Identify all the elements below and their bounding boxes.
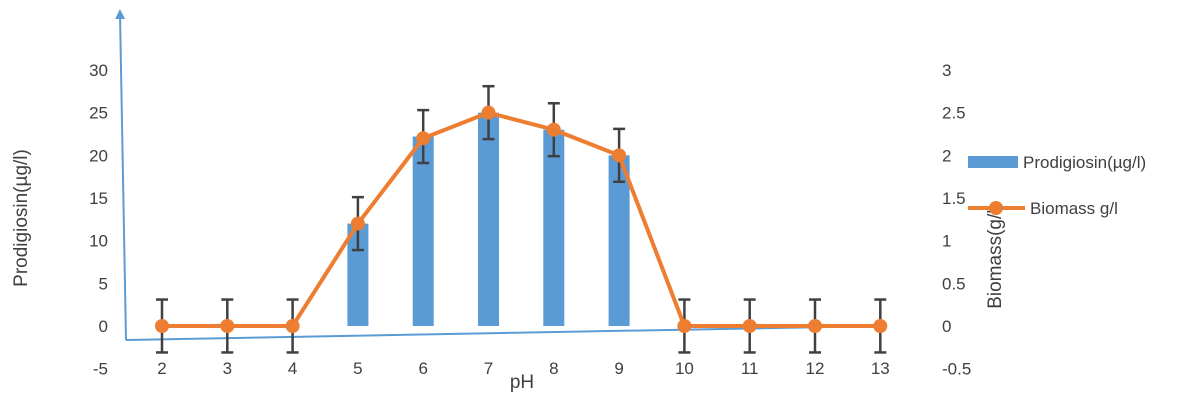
- biomass-point-ph-9: [612, 148, 627, 163]
- y-axis-title: Prodigiosin(µg/l): [11, 149, 32, 287]
- biomass-point-ph-8: [546, 122, 561, 137]
- y-tick-label: 0: [99, 317, 108, 336]
- x-tick-label: 8: [549, 359, 558, 378]
- y-tick-label: 20: [89, 146, 108, 165]
- biomass-line: [162, 110, 881, 328]
- biomass-point-ph-11: [742, 319, 757, 333]
- biomass-point-ph-10: [677, 319, 692, 333]
- y-tick-label: -5: [93, 360, 108, 379]
- biomass-series: [155, 105, 888, 333]
- legend-label-biomass: Biomass g/l: [1030, 199, 1118, 218]
- y2-tick-label: 2: [942, 146, 951, 165]
- y2-tick-label: 0: [942, 317, 951, 336]
- y2-tick-label: 0.5: [942, 274, 966, 293]
- biomass-point-ph-4: [285, 319, 300, 333]
- biomass-point-ph-6: [416, 131, 431, 146]
- legend-swatch-prodigiosin: [968, 156, 1018, 168]
- y-tick-label: 15: [89, 189, 108, 208]
- bar-ph-9: [608, 155, 630, 326]
- x-tick-label: 2: [157, 359, 166, 378]
- x-tick-label: 10: [675, 359, 694, 378]
- biomass-point-ph-7: [481, 105, 496, 120]
- legend-label-prodigiosin: Prodigiosin(µg/l): [1023, 153, 1146, 172]
- biomass-point-ph-5: [350, 216, 365, 231]
- y2-tick-label: -0.5: [942, 360, 971, 379]
- x-tick-label: 6: [418, 359, 427, 378]
- y-tick-label: 30: [89, 61, 108, 80]
- legend-swatch-biomass-marker: [989, 201, 1003, 215]
- x-tick-label: 4: [288, 359, 297, 378]
- x-tick-label: 3: [223, 359, 232, 378]
- x-axis-line: [125, 321, 887, 341]
- x-axis-title: pH: [510, 372, 534, 393]
- x-tick-label: 13: [871, 359, 890, 378]
- x-tick-label: 9: [614, 359, 623, 378]
- error-bars: [156, 84, 887, 354]
- y2-tick-label: 3: [942, 61, 951, 80]
- y-tick-label: 5: [99, 274, 108, 293]
- tick-labels: 2 3 4 5 6 7 8 9 10 11 12 13 -5 0 5 10 15 20 25 30 -0.5 0 0.5 1 1…: [89, 61, 971, 379]
- bar-ph-8: [543, 129, 565, 326]
- y2-tick-label: 1.5: [942, 189, 966, 208]
- biomass-point-ph-13: [873, 319, 888, 333]
- biomass-point-ph-12: [808, 319, 822, 333]
- x-tick-label: 12: [806, 359, 825, 378]
- y-tick-label: 25: [89, 104, 108, 123]
- y2-axis-title: Biomass(g/l): [985, 203, 1006, 309]
- y2-tick-label: 2.5: [942, 104, 966, 123]
- y-axis-line: [115, 9, 127, 341]
- bar-ph-7: [478, 112, 499, 327]
- biomass-point-ph-3: [220, 319, 235, 333]
- x-tick-label: 7: [484, 359, 493, 378]
- x-tick-label: 11: [741, 359, 759, 378]
- bar-ph-6: [412, 136, 434, 326]
- legend: Prodigiosin(µg/l) Biomass g/l: [968, 153, 1146, 218]
- x-tick-label: 5: [353, 359, 362, 378]
- y-tick-label: 10: [89, 232, 108, 251]
- biomass-point-ph-2: [155, 319, 169, 333]
- y2-tick-label: 1: [942, 232, 951, 251]
- prodigiosin-bars: [347, 112, 630, 327]
